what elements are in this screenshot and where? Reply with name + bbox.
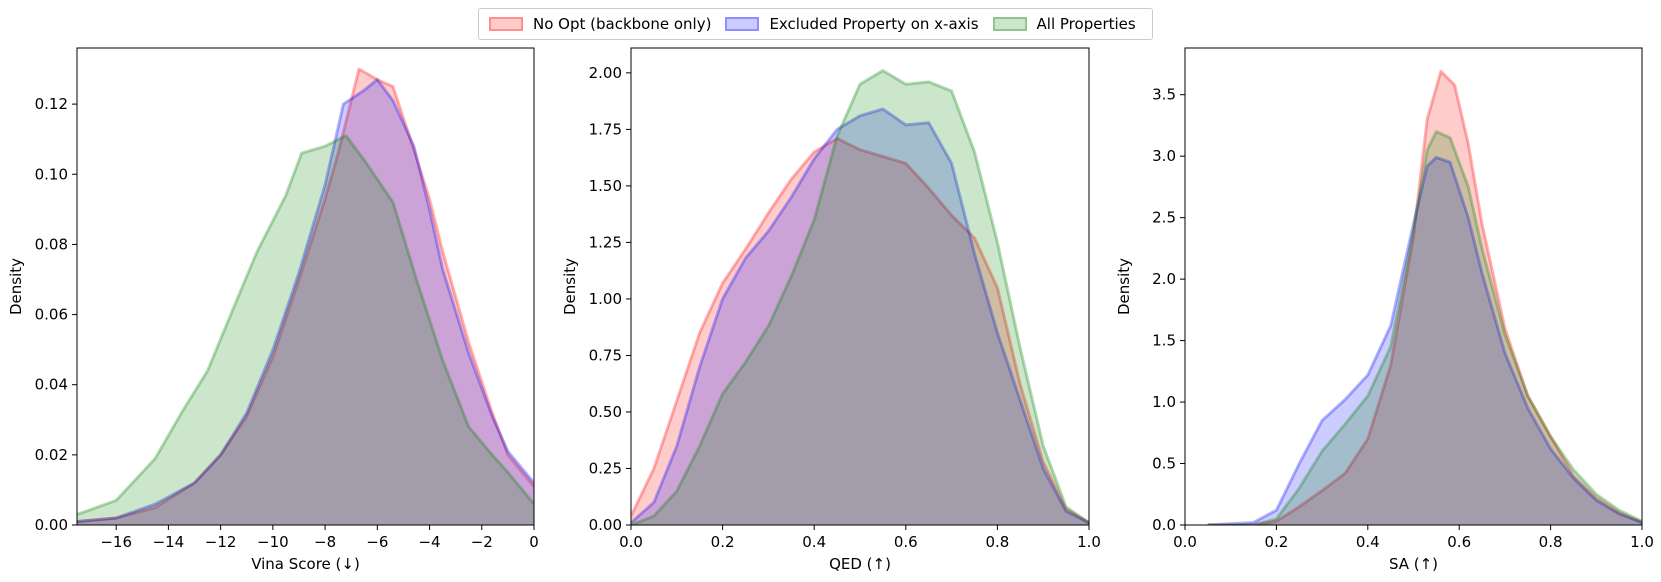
x-tick-label: 0.4	[1356, 533, 1380, 551]
y-tick-label: 1.50	[589, 177, 622, 195]
x-axis-label: QED (↑)	[829, 555, 891, 573]
plot-panel-2: 0.0 0.2 0.4 0.6 0.8 1.0 0.00 0.25 0.50 0.75 1.00 1.…	[561, 47, 1101, 573]
x-tick-label: 0	[529, 533, 539, 551]
density-fill-series-3	[631, 70, 1089, 525]
x-axis-label: Vina Score (↓)	[251, 555, 360, 573]
y-axis-label: Density	[561, 258, 579, 315]
plot-frame	[1184, 47, 1643, 526]
y-tick-label: 1.5	[1152, 332, 1176, 350]
y-tick-label: 0.00	[589, 516, 622, 534]
density-line-series-3	[631, 69, 1089, 525]
y-tick-label: 0.5	[1152, 455, 1176, 473]
y-tick-label: 0.06	[35, 306, 68, 324]
y-axis-label: Density	[7, 258, 25, 315]
legend-item-all: All Properties	[992, 15, 1136, 33]
x-tick-label: −4	[418, 533, 440, 551]
x-tick-label: 0.2	[711, 533, 735, 551]
density-line-series-3	[77, 134, 534, 516]
y-tick-label: 0.25	[589, 459, 622, 477]
legend-swatch-blue	[725, 17, 760, 31]
x-tick-label: 0.8	[1539, 533, 1563, 551]
chart-legend: No Opt (backbone only) Excluded Property…	[478, 8, 1153, 40]
x-tick-label: 0.6	[894, 533, 918, 551]
density-line-series-2	[77, 78, 534, 523]
legend-item-no-opt: No Opt (backbone only)	[489, 15, 711, 33]
density-fill-series-2	[77, 79, 534, 525]
x-tick-label: −8	[314, 533, 336, 551]
legend-swatch-red	[489, 17, 523, 31]
plot-frame	[630, 47, 1090, 526]
y-tick-label: 0.02	[35, 446, 68, 464]
x-tick-label: −10	[257, 533, 289, 551]
plot-panel-1: −16 −14 −12 −10 −8 −6 −4 −2 0 0.00 0.02 0.04 0.06 0.0…	[7, 47, 539, 573]
x-tick-label: 1.0	[1077, 533, 1101, 551]
x-tick-label: 0.2	[1264, 533, 1288, 551]
density-line-series-1	[631, 136, 1089, 524]
y-axis-label: Density	[1115, 258, 1133, 315]
legend-label: All Properties	[1036, 15, 1136, 33]
density-line-series-1	[77, 67, 534, 523]
plot-panel-3: 0.0 0.2 0.4 0.6 0.8 1.0 0.0 0.5 1.0 1.5 2.0 2.5 3.0 3…	[1115, 47, 1654, 573]
density-fill-series-1	[631, 138, 1089, 525]
y-tick-label: 0.08	[35, 235, 68, 253]
x-tick-label: 0.6	[1447, 533, 1471, 551]
density-fill-series-1	[1207, 71, 1642, 525]
y-tick-label: 0.50	[589, 403, 622, 421]
x-tick-label: −12	[205, 533, 237, 551]
density-fill-series-3	[77, 135, 534, 525]
y-tick-label: 2.0	[1152, 270, 1176, 288]
y-tick-label: 2.5	[1152, 209, 1176, 227]
y-tick-label: 1.00	[589, 290, 622, 308]
y-tick-label: 1.75	[589, 120, 622, 138]
density-line-series-1	[1207, 69, 1642, 525]
density-line-series-2	[631, 107, 1089, 525]
legend-swatch-green	[992, 17, 1027, 31]
x-tick-label: 1.0	[1630, 533, 1654, 551]
y-tick-label: 1.25	[589, 233, 622, 251]
density-fill-series-3	[1207, 131, 1642, 525]
x-tick-label: 0.8	[985, 533, 1009, 551]
x-tick-label: −16	[100, 533, 132, 551]
x-tick-label: −14	[153, 533, 185, 551]
x-tick-label: 0.4	[802, 533, 826, 551]
y-tick-label: 0.00	[35, 516, 68, 534]
legend-item-excluded: Excluded Property on x-axis	[725, 15, 979, 33]
plot-area	[631, 69, 1089, 525]
y-tick-label: 0.10	[35, 165, 68, 183]
density-fill-series-2	[631, 109, 1089, 525]
x-tick-label: 0.0	[619, 533, 643, 551]
y-tick-label: 0.75	[589, 346, 622, 364]
x-tick-label: −2	[471, 533, 493, 551]
density-fill-series-2	[1207, 157, 1642, 525]
plot-area	[1207, 69, 1642, 525]
y-tick-label: 0.12	[35, 95, 68, 113]
x-tick-label: 0.0	[1173, 533, 1197, 551]
density-line-series-2	[1207, 155, 1642, 525]
y-tick-label: 0.0	[1152, 516, 1176, 534]
y-tick-label: 3.5	[1152, 86, 1176, 104]
y-tick-label: 0.04	[35, 376, 68, 394]
y-tick-label: 1.0	[1152, 393, 1176, 411]
y-tick-label: 2.00	[589, 64, 622, 82]
x-axis-label: SA (↑)	[1389, 555, 1438, 573]
density-line-series-3	[1207, 130, 1642, 525]
legend-label: No Opt (backbone only)	[533, 15, 712, 33]
density-fill-series-1	[77, 69, 534, 525]
plot-area	[77, 67, 534, 525]
legend-label: Excluded Property on x-axis	[769, 15, 979, 33]
y-tick-label: 3.0	[1152, 147, 1176, 165]
plot-frame	[76, 47, 535, 526]
x-tick-label: −6	[366, 533, 388, 551]
